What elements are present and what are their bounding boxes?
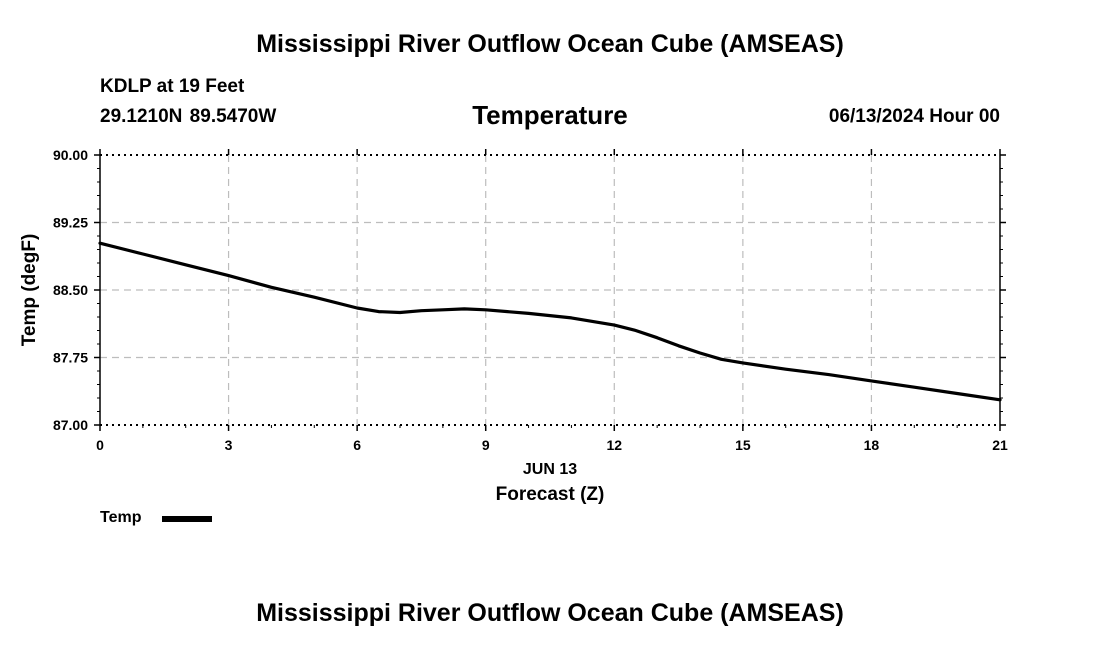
y-tick-label: 87.00 [53,417,88,433]
x-tick-label: 18 [864,437,880,453]
x-tick-label: 21 [992,437,1008,453]
tick-label-layer: 87.00 87.75 88.50 89.25 90.00 0 3 6 9 12 15 18 21 [53,147,1008,453]
y-axis-label: Temp (degF) [19,234,40,347]
grid-layer [100,155,1000,425]
x-tick-label: 15 [735,437,751,453]
chart-title: Temperature [472,100,628,130]
station-coordinates: 29.1210N 89.5470W [100,106,277,127]
legend-label: Temp [100,509,142,526]
footer-title: Mississippi River Outflow Ocean Cube (AM… [256,599,844,627]
x-tick-label: 0 [96,437,104,453]
x-axis-date-label: JUN 13 [523,461,577,478]
legend-swatch [162,516,212,522]
station-label: KDLP at 19 Feet [100,76,245,97]
x-axis-label: Forecast (Z) [496,484,605,505]
x-tick-label: 12 [606,437,622,453]
page-title: Mississippi River Outflow Ocean Cube (AM… [256,30,844,58]
y-tick-label: 87.75 [53,350,88,366]
x-tick-label: 3 [225,437,233,453]
temp-series-line [98,241,1002,402]
x-tick-label: 9 [482,437,490,453]
series-layer [98,241,1002,402]
y-tick-label: 89.25 [53,215,88,231]
y-tick-label: 90.00 [53,147,88,163]
tick-layer [94,149,1006,431]
forecast-datetime: 06/13/2024 Hour 00 [828,106,1000,127]
y-tick-label: 88.50 [53,282,88,298]
x-tick-label: 6 [353,437,361,453]
